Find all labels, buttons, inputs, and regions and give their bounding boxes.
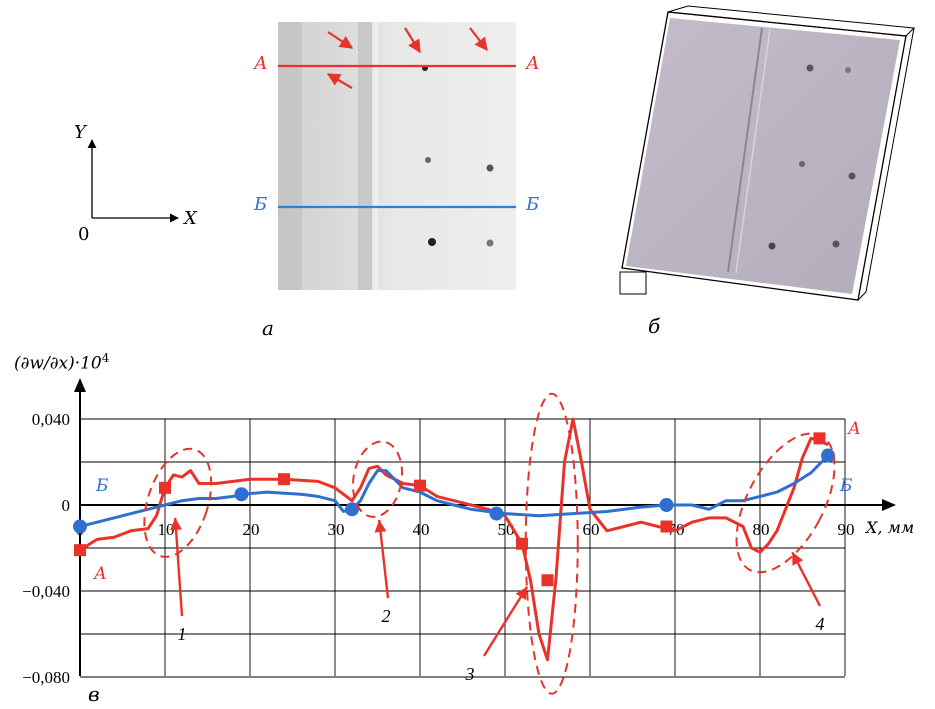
chart-y-axis-label: (∂w/∂x)·104 xyxy=(14,352,109,373)
axes-sketch-y-label: Y xyxy=(74,122,86,143)
series-b-point xyxy=(73,519,87,534)
axes-sketch-origin: 0 xyxy=(78,224,90,245)
line-b-label-left: Б xyxy=(254,194,268,215)
y-tick-label: −0,080 xyxy=(22,668,70,687)
series-b-label-right: Б xyxy=(840,476,853,496)
annotation-label-3: 3 xyxy=(465,664,475,684)
y-tick-label: −0,040 xyxy=(22,582,70,601)
series-a-point xyxy=(74,544,86,557)
series-a-label-left: А xyxy=(94,564,107,584)
series-a-point xyxy=(278,473,290,486)
x-axis-arrowhead xyxy=(882,499,896,511)
panel-b-label: б xyxy=(648,314,661,338)
annotation-label-2: 2 xyxy=(382,606,391,626)
x-tick-label: 20 xyxy=(243,520,260,539)
y-tick-label: 0,040 xyxy=(32,410,70,429)
defect-zone-ellipse-4 xyxy=(735,432,836,574)
series-a-point xyxy=(414,479,426,492)
series-b-point xyxy=(234,487,249,502)
chart-x-axis-label: X, мм xyxy=(866,518,915,537)
series-b-point xyxy=(821,448,835,463)
x-tick-label: 60 xyxy=(583,520,600,539)
xy-axes-sketch xyxy=(87,139,179,223)
x-tick-label: 90 xyxy=(838,520,855,539)
line-a-label-left: А xyxy=(254,53,268,74)
panel-b-3d-surface xyxy=(619,5,916,301)
annotation-arrow-1 xyxy=(174,517,184,617)
x-tick-label: 40 xyxy=(413,520,430,539)
series-b-point xyxy=(345,502,359,517)
annotation-arrowhead-3 xyxy=(515,586,528,601)
annotation-arrowhead-1 xyxy=(170,517,183,531)
annotation-arrowhead-2 xyxy=(374,520,387,533)
series-a-label-right: А xyxy=(848,419,861,439)
series-b-point xyxy=(489,506,504,521)
line-a-label-right: А xyxy=(526,53,540,74)
defect-zone-ellipse-2 xyxy=(351,440,404,518)
panel-a-label: а xyxy=(262,316,274,340)
y-tick-label: 0 xyxy=(62,496,71,515)
series-b-point xyxy=(659,498,674,512)
series-a-point xyxy=(541,574,554,587)
annotation-label-1: 1 xyxy=(178,624,187,644)
panel-c-label: в xyxy=(88,682,100,706)
y-axis-label-text: (∂w/∂x)·10 xyxy=(14,353,102,374)
series-line-a xyxy=(79,417,829,662)
series-line-b xyxy=(79,454,830,528)
defect-zone-ellipse-3 xyxy=(524,392,579,695)
annotation-arrowhead-4 xyxy=(792,552,804,566)
y-axis-label-exponent: 4 xyxy=(101,351,110,365)
x-tick-label: 30 xyxy=(328,520,345,539)
x-tick-label: 80 xyxy=(753,520,770,539)
y-axis-arrowhead xyxy=(74,378,86,392)
annotation-arrow-2 xyxy=(378,519,390,599)
series-a-point xyxy=(159,481,171,494)
axes-sketch-x-label: X xyxy=(184,208,197,229)
line-b-label-right: Б xyxy=(526,194,540,215)
series-a-point xyxy=(660,520,673,533)
x-tick-label: 10 xyxy=(158,520,175,539)
series-b-label-left: Б xyxy=(96,476,109,496)
annotation-label-4: 4 xyxy=(816,614,825,634)
defect-zone-ellipse-1 xyxy=(143,447,213,558)
annotation-arrow-3 xyxy=(482,586,529,657)
defect-arrows xyxy=(326,27,488,89)
